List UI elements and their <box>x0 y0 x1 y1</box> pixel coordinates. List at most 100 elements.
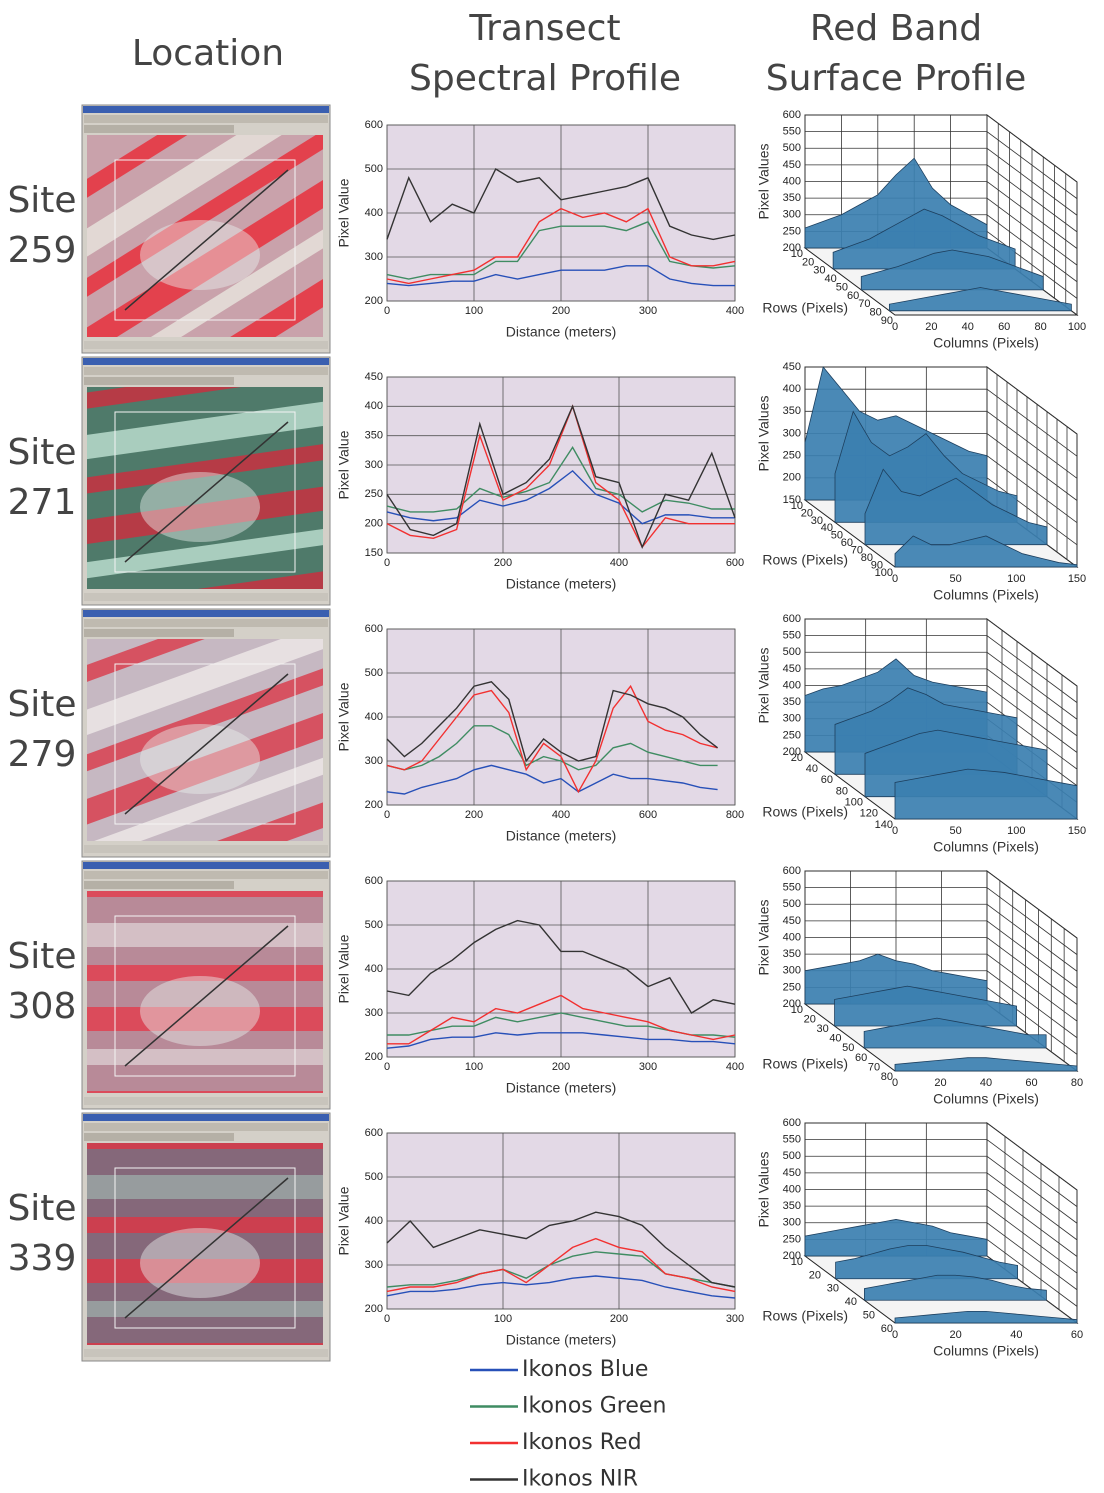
title-bar <box>83 610 329 617</box>
y-tick-label: 50 <box>842 1042 854 1054</box>
y-tick-label: 400 <box>365 963 383 975</box>
spectral-line <box>386 446 735 513</box>
x-axis-label: Columns (Pixels) <box>933 335 1039 351</box>
selection-box <box>114 1167 296 1329</box>
toolbar <box>84 871 328 879</box>
image-stripes <box>87 135 323 337</box>
y-tick-label: 70 <box>858 298 870 310</box>
x-axis-label: Distance (meters) <box>506 828 616 844</box>
x-tick-label: 0 <box>892 825 898 837</box>
bright-area <box>140 472 260 542</box>
field-stripe <box>87 1301 323 1317</box>
x-tick-label: 60 <box>998 321 1010 333</box>
title-bar <box>83 862 329 869</box>
site-label: Site <box>7 180 76 221</box>
x-tick-label: 150 <box>1068 825 1086 837</box>
z-tick-label: 300 <box>783 713 801 725</box>
x-tick-label: 800 <box>726 809 744 821</box>
y-axis-label: Pixel Value <box>336 1186 352 1255</box>
surface-row <box>894 768 1078 820</box>
y-tick-label: 200 <box>365 799 383 811</box>
field-stripe <box>87 479 323 550</box>
y-tick-label: 80 <box>870 307 882 319</box>
y-tick-label: 90 <box>871 559 883 571</box>
y-tick-label: 600 <box>365 875 383 887</box>
y-tick-label: 20 <box>791 752 803 764</box>
field-stripe <box>87 521 323 584</box>
site-label: 308 <box>8 986 77 1027</box>
x-tick-label: 400 <box>552 809 570 821</box>
x-tick-label: 100 <box>494 1313 512 1325</box>
site-label: Site <box>7 1188 76 1229</box>
y-tick-label: 60 <box>847 290 859 302</box>
x-tick-label: 600 <box>639 809 657 821</box>
field-stripe <box>87 639 323 755</box>
image-stripes <box>87 891 323 1093</box>
field-stripe <box>87 737 323 841</box>
y-axis-label: Pixel Value <box>336 934 352 1003</box>
satellite-image <box>87 387 323 589</box>
y-tick-label: 10 <box>791 248 803 260</box>
transect-line <box>124 169 289 311</box>
spectral-line <box>386 404 736 550</box>
x-tick-label: 80 <box>1034 321 1046 333</box>
status-bar <box>84 593 328 601</box>
field-stripe <box>87 1091 323 1093</box>
y-tick-label: 300 <box>365 1259 383 1271</box>
z-tick-label: 200 <box>783 746 801 758</box>
z-tick-label: 500 <box>783 646 801 658</box>
surface-row <box>894 535 1078 568</box>
z-tick-label: 350 <box>783 948 801 960</box>
z-axis-label: Pixel Values <box>756 395 772 471</box>
z-tick-label: 350 <box>783 696 801 708</box>
z-tick-label: 400 <box>783 175 801 187</box>
spectral-line <box>386 220 736 280</box>
column-header: Spectral Profile <box>409 58 681 99</box>
spectral-line <box>386 1032 736 1049</box>
image-stripes <box>87 639 323 841</box>
y-tick-label: 200 <box>365 1303 383 1315</box>
z-tick-label: 550 <box>783 1134 801 1146</box>
satellite-image <box>87 639 323 841</box>
bright-area <box>140 724 260 794</box>
site-label: 279 <box>8 734 77 775</box>
y-axis-label: Rows (Pixels) <box>762 552 848 568</box>
toolbar <box>84 629 234 637</box>
field-stripe <box>87 697 323 834</box>
satellite-image <box>87 891 323 1093</box>
z-tick-label: 200 <box>783 998 801 1010</box>
toolbar <box>84 619 328 627</box>
y-axis-label: Rows (Pixels) <box>762 1308 848 1324</box>
z-tick-label: 450 <box>783 915 801 927</box>
z-axis-label: Pixel Values <box>756 1151 772 1227</box>
surface-row <box>863 1017 1047 1049</box>
y-tick-label: 10 <box>791 1004 803 1016</box>
title-bar <box>83 358 329 365</box>
y-axis-label: Pixel Value <box>336 178 352 247</box>
x-tick-label: 100 <box>465 1061 483 1073</box>
site-label: 259 <box>8 230 77 271</box>
status-bar <box>84 1097 328 1105</box>
y-axis-label: Rows (Pixels) <box>762 804 848 820</box>
satellite-image <box>87 135 323 337</box>
field-stripe <box>87 135 323 315</box>
field-stripe <box>87 161 323 337</box>
surface-row <box>835 1245 1018 1280</box>
y-tick-label: 600 <box>365 623 383 635</box>
transect-line <box>124 421 289 563</box>
y-tick-label: 90 <box>881 315 893 327</box>
legend-label: Ikonos Blue <box>522 1357 648 1382</box>
y-tick-label: 80 <box>881 1071 893 1083</box>
location-thumbnail <box>81 608 331 858</box>
spectral-line <box>386 764 718 795</box>
y-axis-label: Rows (Pixels) <box>762 300 848 316</box>
field-stripe <box>117 232 323 337</box>
field-stripe <box>87 891 323 897</box>
y-tick-label: 400 <box>365 400 383 412</box>
y-tick-label: 400 <box>365 207 383 219</box>
y-tick-label: 70 <box>868 1061 880 1073</box>
site-label: 339 <box>8 1238 77 1279</box>
y-tick-label: 30 <box>827 1283 839 1295</box>
x-tick-label: 300 <box>639 1061 657 1073</box>
